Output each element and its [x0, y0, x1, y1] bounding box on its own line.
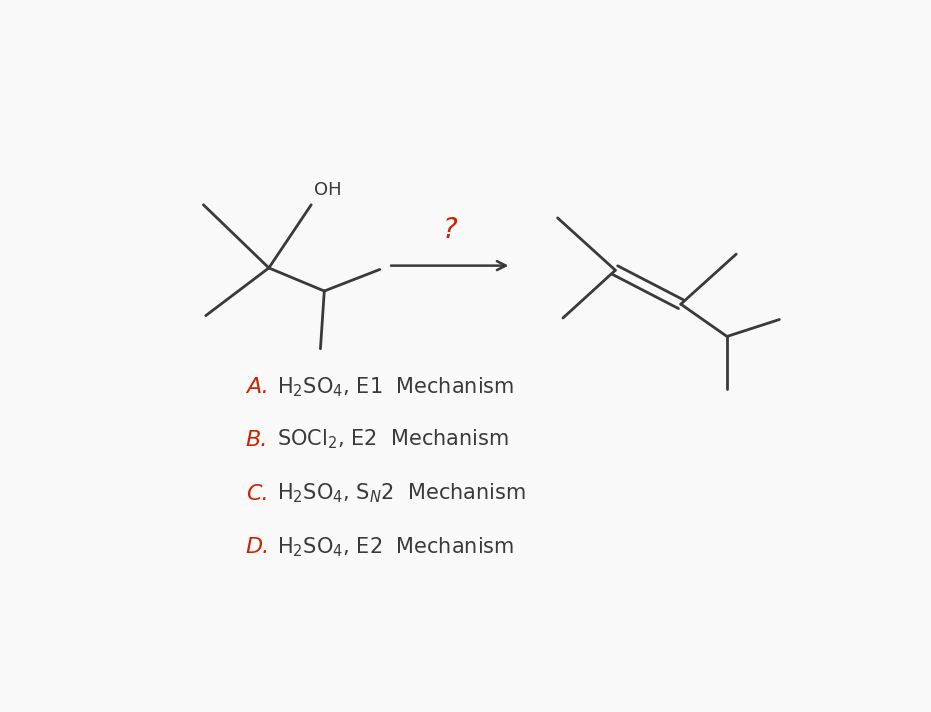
Text: D.: D.: [246, 538, 270, 557]
Text: $\mathregular{H_2SO_4}$, S$_N$2  Mechanism: $\mathregular{H_2SO_4}$, S$_N$2 Mechanis…: [277, 482, 526, 506]
Text: $\mathregular{H_2SO_4}$, E1  Mechanism: $\mathregular{H_2SO_4}$, E1 Mechanism: [277, 375, 514, 399]
Text: $\mathregular{H_2SO_4}$, E2  Mechanism: $\mathregular{H_2SO_4}$, E2 Mechanism: [277, 535, 514, 559]
Text: C.: C.: [246, 483, 268, 503]
Text: A.: A.: [246, 377, 268, 397]
Text: $\mathregular{SOCl_2}$, E2  Mechanism: $\mathregular{SOCl_2}$, E2 Mechanism: [277, 428, 508, 451]
Text: ?: ?: [442, 216, 457, 244]
Text: B.: B.: [246, 429, 268, 450]
Text: OH: OH: [315, 181, 342, 199]
